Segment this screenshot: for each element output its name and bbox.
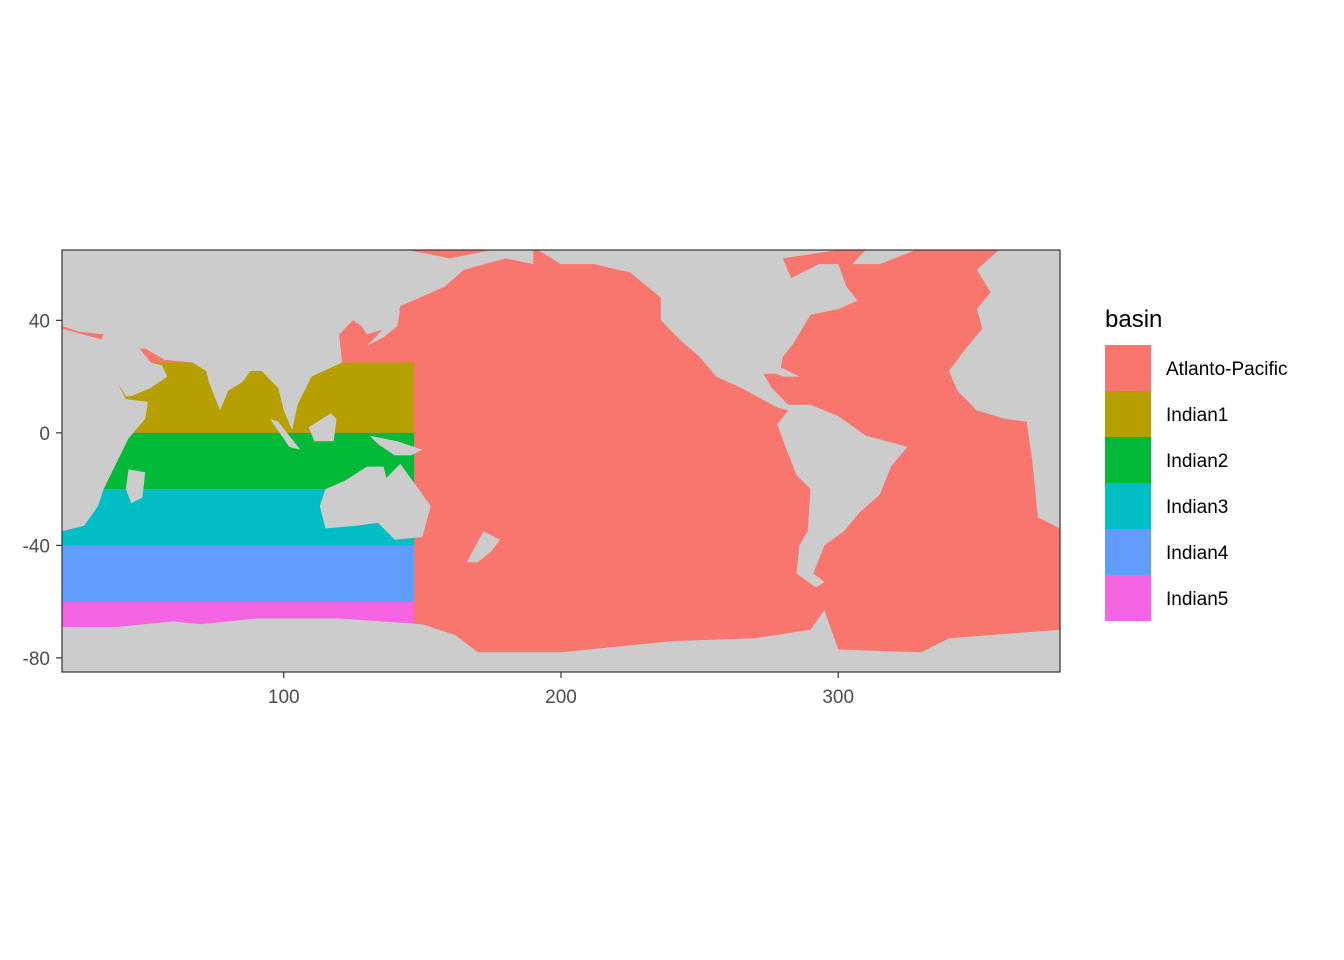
y-tick-label: -80 bbox=[23, 649, 50, 670]
land-new-zealand bbox=[466, 531, 500, 563]
land-borneo bbox=[308, 413, 337, 442]
land-japan bbox=[366, 309, 401, 346]
x-tick-label: 100 bbox=[268, 687, 300, 708]
legend-label: Indian5 bbox=[1166, 589, 1228, 610]
land-americas bbox=[537, 250, 908, 588]
legend-label: Atlanto-Pacific bbox=[1166, 359, 1287, 380]
land-masses bbox=[62, 250, 1060, 672]
y-tick-label: 0 bbox=[39, 424, 50, 445]
land-cuba bbox=[768, 368, 800, 377]
y-tick-label: -40 bbox=[23, 536, 50, 557]
land-australia bbox=[319, 463, 431, 540]
legend-label: Indian2 bbox=[1166, 451, 1228, 472]
x-tick-label: 300 bbox=[822, 687, 854, 708]
land-europe-africa-east bbox=[949, 250, 1060, 529]
basin-region-indian4 bbox=[62, 545, 415, 602]
legend: basin Atlanto-Pacific Indian1 Indian2 Indian… bbox=[1105, 306, 1287, 621]
legend-key-indian4 bbox=[1105, 529, 1151, 575]
legend-key-indian1 bbox=[1105, 391, 1151, 437]
legend-key-indian5 bbox=[1105, 575, 1151, 621]
land-new-guinea bbox=[369, 435, 423, 456]
land-greenland bbox=[852, 250, 916, 265]
legend-key-indian2 bbox=[1105, 437, 1151, 483]
land-sumatra bbox=[269, 418, 301, 450]
legend-label: Indian1 bbox=[1166, 405, 1228, 426]
legend-title: basin bbox=[1105, 306, 1162, 333]
legend-label: Indian3 bbox=[1166, 497, 1228, 518]
legend-label: Indian4 bbox=[1166, 543, 1229, 564]
y-tick-label: 40 bbox=[29, 311, 50, 332]
legend-key-indian3 bbox=[1105, 483, 1151, 529]
x-tick-label: 200 bbox=[545, 687, 577, 708]
legend-key-atlanto-pacific bbox=[1105, 345, 1151, 391]
land-antarctica bbox=[62, 610, 1060, 672]
land-madagascar bbox=[125, 469, 146, 504]
land-eurasia bbox=[62, 250, 534, 431]
land-africa bbox=[62, 328, 148, 532]
